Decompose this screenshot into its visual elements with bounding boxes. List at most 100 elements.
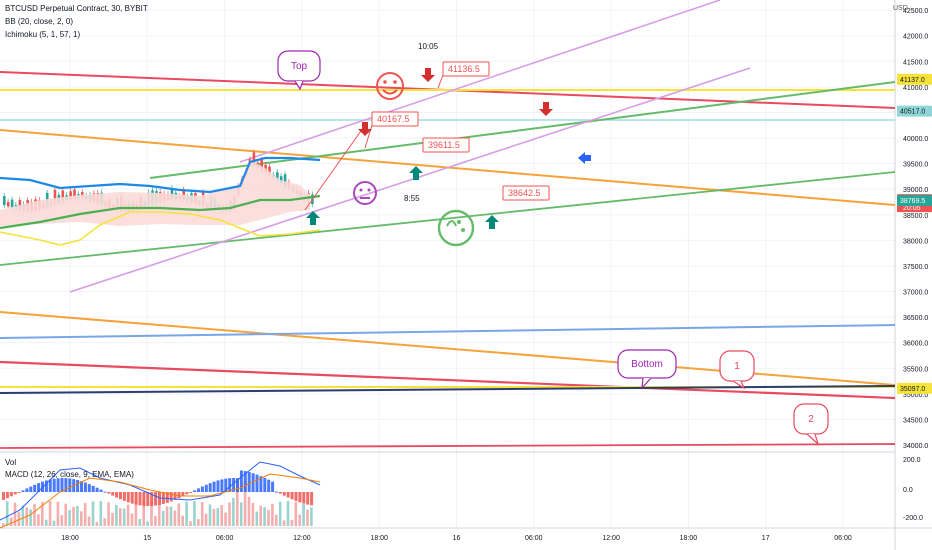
y-tick-label: 39500.0 [903, 162, 928, 169]
x-tick-label: 15 [143, 535, 151, 542]
bb-fill [0, 160, 310, 226]
volume-bar [169, 506, 173, 526]
callout-bottom: Bottom [631, 359, 663, 370]
macd-hist-bar [126, 492, 130, 503]
candle [283, 174, 287, 186]
candle [279, 176, 283, 184]
smiley-eye [393, 80, 397, 84]
smiley-neutral-icon [353, 181, 377, 205]
candle [73, 189, 76, 200]
smiley-dizzy-icon [437, 209, 475, 247]
y-tick-label: 41000.0 [903, 85, 928, 92]
volume-bar [138, 518, 142, 526]
macd-hist-bar [306, 492, 310, 505]
volume-bar [181, 515, 184, 526]
macd-hist-bar [87, 484, 91, 492]
candle [18, 199, 22, 211]
macd-hist-bar [232, 478, 236, 492]
volume-bar [193, 501, 196, 526]
macd-hist-bar [33, 484, 37, 492]
y-tick-label: 35500.0 [903, 366, 928, 373]
macd-hist-bar [9, 492, 13, 497]
macd-hist-bar [76, 480, 80, 492]
candle [3, 196, 6, 205]
callout-2: 2 [808, 414, 814, 425]
macd-legend: MACD (12, 26, close, 9, EMA, EMA) [5, 470, 134, 479]
volume-bar [87, 516, 91, 526]
candle [69, 191, 72, 200]
currency-label: USD [893, 5, 908, 12]
macd-hist-bar [48, 479, 52, 492]
y-tick-label: 40000.0 [903, 136, 928, 143]
macd-hist-bar [17, 492, 21, 493]
macd-hist-bar [208, 483, 212, 492]
candle [6, 202, 10, 207]
macd-hist-bar [204, 484, 208, 492]
volume-bar [294, 501, 298, 526]
volume-bar [212, 508, 216, 526]
volume-bar [310, 507, 313, 526]
macd-hist-bar [197, 488, 200, 492]
arrow-down-icon [358, 122, 372, 136]
arrow-up-icon [409, 166, 423, 180]
volume-bar [282, 520, 286, 526]
candle [61, 190, 65, 202]
volume-bar [161, 510, 165, 526]
drawings[interactable]: 41136.5 40167.5 39611.5 38642.5 Top Bottom 1 2 1… [277, 42, 829, 446]
y-tick-label: 39000.0 [903, 187, 928, 194]
volume-bar [216, 508, 220, 526]
x-tick-label: 18:00 [680, 535, 698, 542]
macd-hist-bar [263, 477, 267, 492]
callout-top-tail [294, 80, 304, 91]
sub-pane [0, 461, 321, 529]
candle [260, 159, 263, 171]
macd-hist-bar [243, 471, 247, 492]
volume-bar [99, 501, 103, 526]
volume-bar [275, 514, 278, 526]
macd-hist-bar [64, 478, 68, 492]
macd-hist-bar [21, 490, 25, 492]
volume-bar [247, 496, 251, 526]
volume-bar [64, 503, 67, 526]
callout-bottom-tail [641, 377, 652, 390]
volume-bar [80, 511, 83, 526]
volume-bar [177, 503, 181, 526]
macd-hist-bar [122, 492, 126, 501]
candle [170, 187, 174, 200]
callout-2-tail [806, 433, 820, 446]
volume-bar [48, 501, 52, 526]
macd-hist-bar [154, 492, 158, 506]
volume-bar [271, 503, 274, 526]
macd-hist-bar [220, 479, 224, 492]
volume-bar [204, 513, 208, 526]
y-tick-label: 36000.0 [903, 341, 928, 348]
macd-hist-bar [271, 481, 275, 492]
volume-bar [122, 508, 126, 526]
trend-line [149, 81, 896, 179]
macd-hist-bar [278, 492, 282, 494]
macd-hist-bar [103, 491, 107, 493]
volume-bar [76, 505, 79, 526]
volume-bar [255, 511, 259, 526]
macd-hist-bar [310, 492, 314, 506]
macd-hist-bar [130, 492, 134, 504]
volume-bar [21, 505, 25, 526]
volume-bar [134, 502, 138, 526]
price-label: 40517.0 [900, 109, 925, 116]
macd-tick-label: 0.0 [903, 487, 913, 494]
volume-bar [91, 501, 95, 526]
macd-hist-bar [177, 492, 181, 499]
price-label: 38769.5 [900, 198, 925, 205]
volume-bar [197, 519, 200, 526]
arrow-down-icon [421, 68, 435, 82]
volume-bar [286, 501, 290, 526]
smiley-eye [367, 188, 371, 192]
macd-hist-bar [80, 481, 83, 492]
macd-hist-bar [189, 492, 193, 493]
y-tick-label: 38000.0 [903, 238, 928, 245]
trend-line [0, 311, 896, 386]
volume-bar [17, 512, 21, 526]
smiley-eye [461, 228, 465, 232]
price-callout-38642: 38642.5 [508, 188, 541, 198]
